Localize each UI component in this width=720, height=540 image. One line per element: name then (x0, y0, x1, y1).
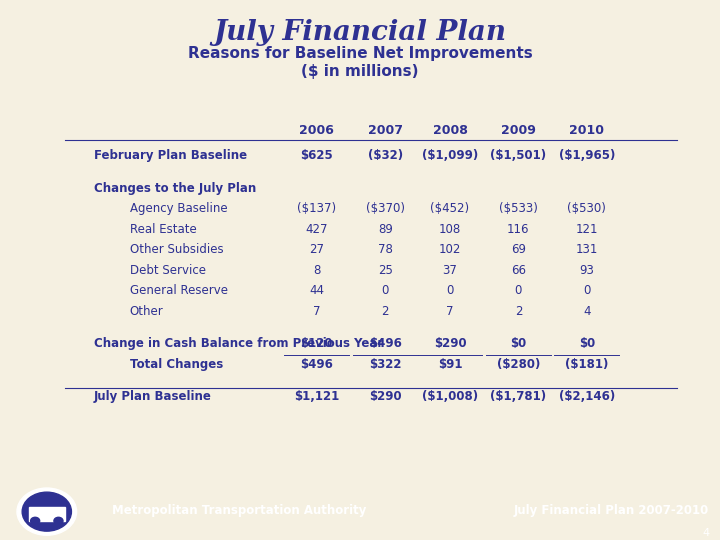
Text: 37: 37 (443, 264, 457, 277)
Text: $625: $625 (300, 150, 333, 163)
Text: ($1,008): ($1,008) (422, 390, 478, 403)
Text: ($452): ($452) (431, 202, 469, 215)
Text: Metropolitan Transportation Authority: Metropolitan Transportation Authority (112, 504, 366, 517)
Text: 44: 44 (310, 285, 324, 298)
Text: July Plan Baseline: July Plan Baseline (94, 390, 212, 403)
Text: 116: 116 (507, 223, 530, 236)
Text: 108: 108 (439, 223, 461, 236)
Text: Total Changes: Total Changes (130, 358, 223, 371)
Text: $120: $120 (300, 338, 333, 350)
Text: 4: 4 (583, 305, 590, 318)
Text: 2: 2 (382, 305, 389, 318)
Text: ($32): ($32) (368, 150, 402, 163)
Text: General Reserve: General Reserve (130, 285, 228, 298)
Text: ($137): ($137) (297, 202, 336, 215)
Text: 102: 102 (438, 244, 462, 256)
Text: 78: 78 (378, 244, 392, 256)
Text: ($1,501): ($1,501) (490, 150, 546, 163)
Text: July Financial Plan: July Financial Plan (214, 19, 506, 46)
Text: Change in Cash Balance from Previous Year: Change in Cash Balance from Previous Yea… (94, 338, 383, 350)
Text: 25: 25 (378, 264, 392, 277)
Text: Agency Baseline: Agency Baseline (130, 202, 228, 215)
Text: Real Estate: Real Estate (130, 223, 197, 236)
Text: 2007: 2007 (368, 124, 402, 137)
Text: ($533): ($533) (499, 202, 538, 215)
Text: 8: 8 (313, 264, 320, 277)
Text: 2009: 2009 (501, 124, 536, 137)
Text: 0: 0 (515, 285, 522, 298)
Text: $0: $0 (579, 338, 595, 350)
Text: $91: $91 (438, 358, 462, 371)
Text: 4: 4 (702, 528, 709, 538)
Text: ($1,781): ($1,781) (490, 390, 546, 403)
Text: Debt Service: Debt Service (130, 264, 206, 277)
Text: July Financial Plan 2007-2010: July Financial Plan 2007-2010 (514, 504, 709, 517)
Text: ($530): ($530) (567, 202, 606, 215)
Circle shape (17, 488, 76, 535)
Text: $496: $496 (369, 338, 402, 350)
Text: 66: 66 (511, 264, 526, 277)
Text: 2008: 2008 (433, 124, 467, 137)
Text: 27: 27 (310, 244, 324, 256)
Text: $496: $496 (300, 358, 333, 371)
Bar (29, 507, 65, 521)
Text: 89: 89 (378, 223, 392, 236)
Text: ($280): ($280) (497, 358, 540, 371)
Text: ($ in millions): ($ in millions) (301, 64, 419, 79)
Circle shape (30, 517, 40, 524)
Text: 2006: 2006 (300, 124, 334, 137)
Text: $290: $290 (433, 338, 467, 350)
Circle shape (22, 492, 71, 531)
Text: Reasons for Baseline Net Improvements: Reasons for Baseline Net Improvements (188, 46, 532, 61)
Text: 2: 2 (515, 305, 522, 318)
Text: $0: $0 (510, 338, 526, 350)
Text: February Plan Baseline: February Plan Baseline (94, 150, 247, 163)
Text: 0: 0 (583, 285, 590, 298)
Text: 121: 121 (575, 223, 598, 236)
Text: 0: 0 (382, 285, 389, 298)
Circle shape (54, 517, 63, 524)
Text: 7: 7 (313, 305, 320, 318)
Text: $322: $322 (369, 358, 402, 371)
Text: Other Subsidies: Other Subsidies (130, 244, 223, 256)
Text: Changes to the July Plan: Changes to the July Plan (94, 182, 256, 195)
Text: $1,121: $1,121 (294, 390, 339, 403)
Text: ($181): ($181) (565, 358, 608, 371)
Text: $290: $290 (369, 390, 402, 403)
Text: 427: 427 (305, 223, 328, 236)
Text: ($1,965): ($1,965) (559, 150, 615, 163)
Text: 0: 0 (446, 285, 454, 298)
Text: ($1,099): ($1,099) (422, 150, 478, 163)
Text: 2010: 2010 (570, 124, 604, 137)
Text: Other: Other (130, 305, 163, 318)
Text: 7: 7 (446, 305, 454, 318)
Text: ($370): ($370) (366, 202, 405, 215)
Text: 69: 69 (511, 244, 526, 256)
Text: 93: 93 (580, 264, 594, 277)
Text: ($2,146): ($2,146) (559, 390, 615, 403)
Text: 131: 131 (575, 244, 598, 256)
